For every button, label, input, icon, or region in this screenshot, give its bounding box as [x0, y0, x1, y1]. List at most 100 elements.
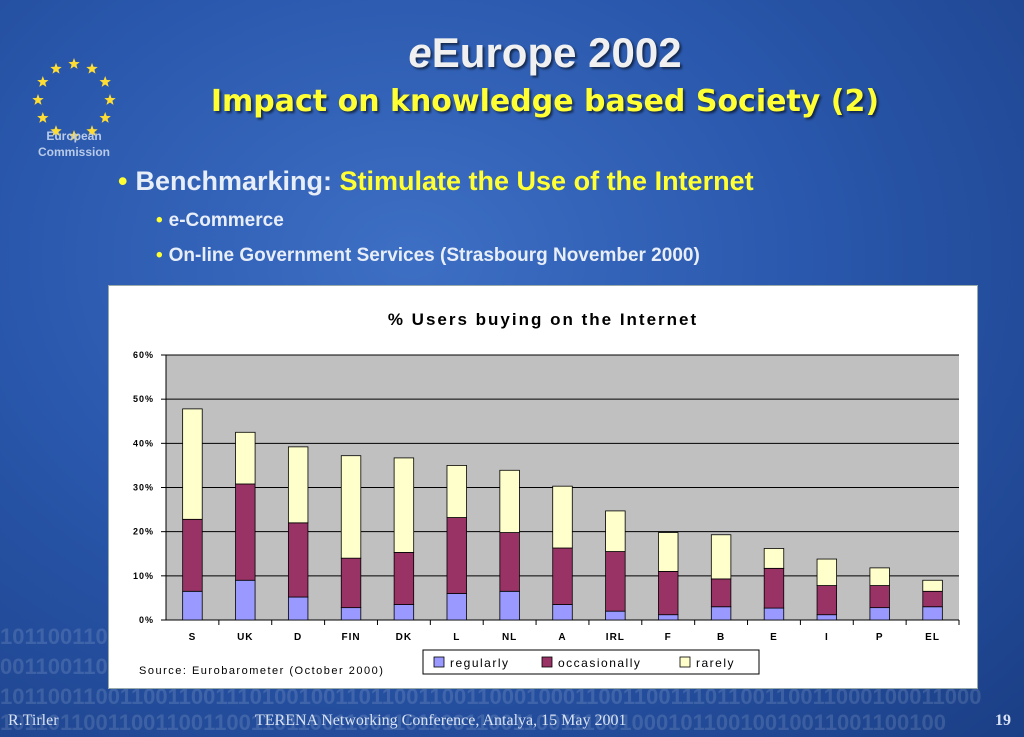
footer-page-number: 19	[995, 712, 1011, 729]
bar-segment-occasionally	[499, 532, 520, 592]
title-rest: Europe 2002	[431, 29, 682, 76]
legend-label-rarely: rarely	[696, 656, 735, 670]
stacked-bar-chart: % Users buying on the Internet 0% 10% 20% 30…	[133, 310, 960, 677]
sub-bullet-dot-icon: •	[156, 245, 163, 266]
star-icon	[104, 94, 116, 105]
bar-segment-regularly	[816, 614, 838, 621]
x-tick-label: B	[717, 632, 725, 643]
bar-segment-occasionally	[235, 483, 256, 581]
star-icon	[68, 130, 80, 141]
star-icon	[86, 125, 98, 137]
bar-segment-rarely	[393, 457, 415, 553]
bar-segment-regularly	[552, 604, 573, 621]
legend-swatch-rarely	[679, 656, 691, 668]
bar-segment-rarely	[182, 408, 203, 520]
binary-background-line-4: 1011011001100110011001101100110011011001…	[0, 710, 946, 735]
bar-segment-occasionally	[605, 551, 626, 612]
bar-segment-regularly	[658, 614, 679, 621]
footer-author: R.Tirler	[8, 712, 59, 729]
y-tick-label: 30%	[133, 483, 154, 493]
bar-segment-occasionally	[182, 518, 203, 592]
star-icon	[86, 62, 98, 74]
bar-segment-rarely	[869, 567, 890, 586]
x-tick-label: S	[189, 632, 197, 643]
eu-stars-logo	[32, 58, 116, 141]
x-tick-label: IRL	[606, 632, 625, 643]
bullet-dot-icon: •	[118, 166, 128, 196]
bar-segment-occasionally	[710, 578, 732, 608]
footer-conference: TERENA Networking Conference, Antalya, 1…	[255, 712, 627, 729]
bar-segment-regularly	[499, 590, 520, 621]
x-tick-label: L	[453, 632, 460, 643]
bar-segment-rarely	[499, 469, 520, 533]
sub-bullet-dot-icon: •	[156, 210, 163, 231]
y-tick-label: 20%	[133, 527, 154, 537]
bar-segment-rarely	[552, 485, 573, 549]
chart-container: % Users buying on the Internet 0% 10% 20% 30…	[108, 285, 978, 689]
logo-line-1: European	[46, 129, 102, 143]
x-tick-label: E	[770, 632, 778, 643]
bar-segment-rarely	[340, 455, 362, 559]
legend-swatch-regularly	[433, 656, 445, 668]
bar-segment-regularly	[235, 579, 256, 621]
chart-source: Source: Eurobarometer (October 2000)	[139, 665, 384, 677]
star-icon	[37, 112, 49, 123]
y-tick-label: 0%	[139, 615, 154, 625]
bar-segment-regularly	[869, 607, 890, 621]
bar-segment-regularly	[393, 604, 415, 621]
bar-segment-regularly	[922, 606, 943, 621]
star-icon	[50, 62, 62, 74]
bar-segment-rarely	[710, 534, 732, 580]
legend-box	[422, 649, 760, 675]
x-tick-label: EL	[925, 632, 940, 643]
bar-segment-rarely	[922, 579, 943, 592]
x-tick-label: F	[665, 632, 672, 643]
x-tick-label: D	[294, 632, 302, 643]
bar-segment-rarely	[446, 465, 467, 518]
slide-subtitle: Impact on knowledge based Society (2)	[210, 84, 880, 119]
star-icon	[99, 76, 111, 87]
bar-segment-regularly	[287, 596, 309, 621]
bullet-benchmarking: • Benchmarking: Stimulate the Use of the …	[118, 166, 754, 197]
logo-text: European Commission	[22, 128, 126, 160]
star-icon	[50, 125, 62, 137]
legend-label-regularly: regularly	[450, 656, 510, 670]
logo-line-2: Commission	[37, 145, 110, 159]
bar-segment-regularly	[340, 607, 362, 621]
sub-bullet-1-text: e-Commerce	[168, 210, 284, 231]
bar-segment-occasionally	[869, 585, 890, 609]
bar-segment-regularly	[182, 590, 203, 621]
x-tick-label: FIN	[341, 632, 360, 643]
star-icon	[37, 76, 49, 87]
x-tick-label: I	[825, 632, 829, 643]
bar-segment-occasionally	[552, 547, 573, 605]
bar-segment-occasionally	[658, 571, 679, 616]
sub-bullet-government: • On-line Government Services (Strasbourg…	[156, 245, 700, 267]
bar-segment-occasionally	[393, 552, 415, 605]
bar-segment-rarely	[763, 548, 785, 569]
bar-segment-regularly	[605, 610, 626, 621]
y-tick-label: 60%	[133, 350, 154, 360]
star-icon	[99, 112, 111, 123]
sub-bullet-2-text: On-line Government Services (Strasbourg …	[168, 245, 700, 266]
bar-segment-occasionally	[446, 517, 467, 594]
bar-segment-regularly	[710, 606, 732, 621]
bar-segment-regularly	[446, 593, 467, 621]
bar-segment-occasionally	[287, 522, 309, 598]
bar-segment-rarely	[235, 431, 256, 485]
bar-segment-occasionally	[763, 567, 785, 609]
sub-bullet-ecommerce: • e-Commerce	[156, 210, 284, 232]
y-tick-label: 10%	[133, 571, 154, 581]
star-icon	[32, 94, 44, 105]
bar-segment-occasionally	[922, 590, 943, 608]
x-tick-label: P	[876, 632, 884, 643]
bar-segment-rarely	[816, 558, 838, 586]
bar-segment-occasionally	[340, 557, 362, 609]
star-icon	[68, 58, 80, 69]
x-tick-label: UK	[237, 632, 253, 643]
bar-segment-occasionally	[816, 585, 838, 616]
legend-swatch-occasionally	[541, 656, 553, 668]
title-prefix: e	[408, 29, 432, 76]
bullet-label: Benchmarking:	[135, 166, 332, 196]
legend-label-occasionally: occasionally	[558, 656, 641, 670]
